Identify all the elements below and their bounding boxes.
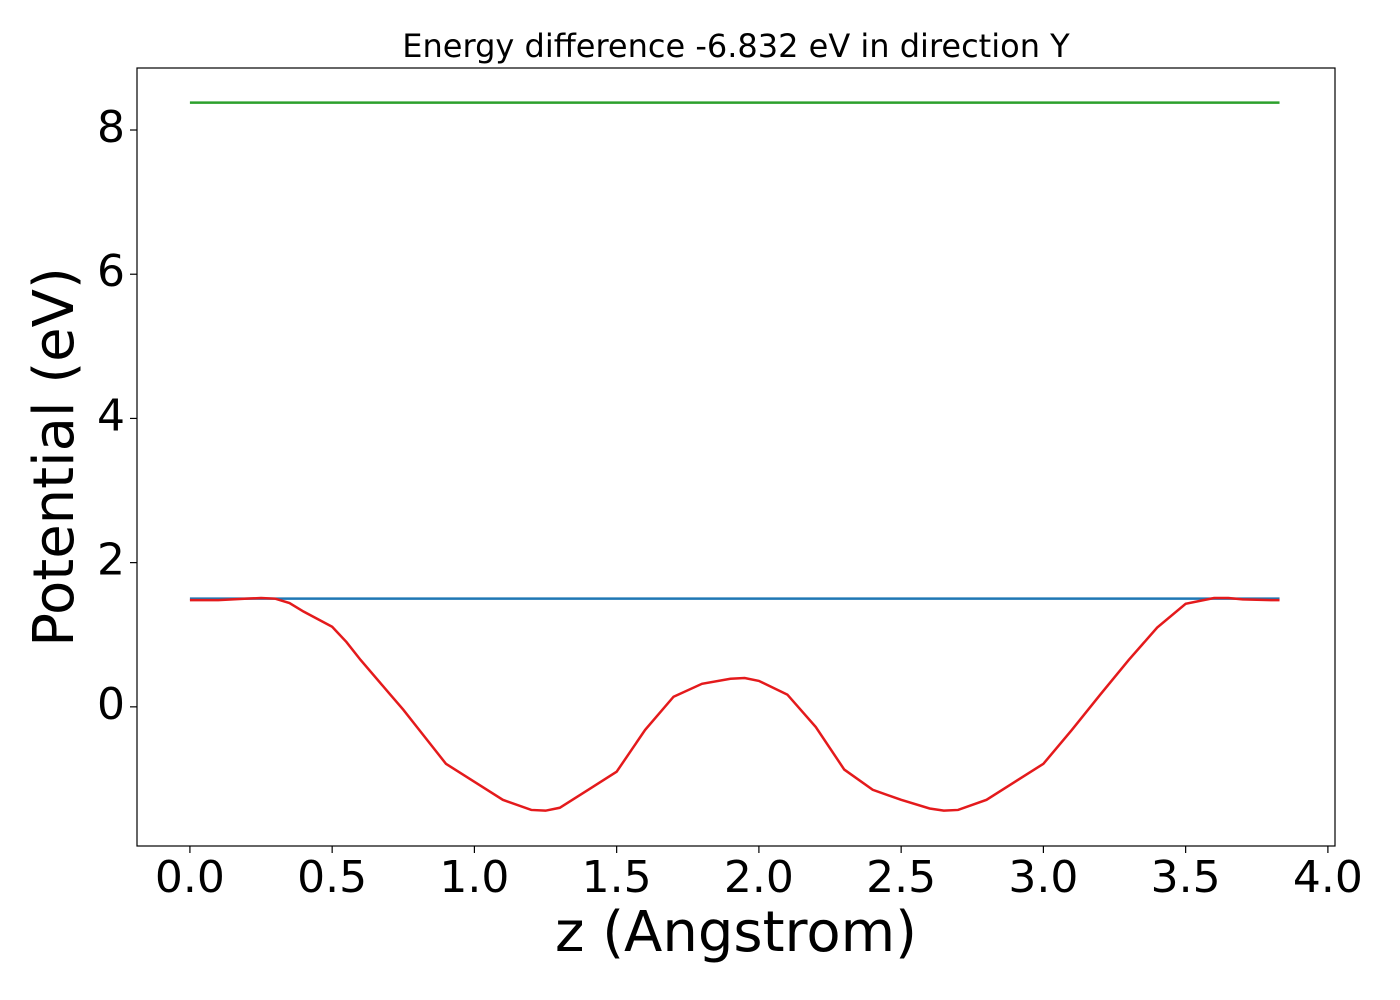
x-tick-label: 3.0 bbox=[1008, 852, 1078, 903]
x-tick-label: 2.5 bbox=[866, 852, 936, 903]
y-tick-label: 2 bbox=[97, 535, 125, 586]
series-line bbox=[189, 596, 1280, 812]
x-tick-label: 2.0 bbox=[724, 852, 794, 903]
x-tick-label: 1.5 bbox=[582, 852, 652, 903]
y-axis-label: Potential (eV) bbox=[22, 267, 87, 647]
plot-frame bbox=[136, 67, 1336, 847]
y-tick-label: 6 bbox=[97, 246, 125, 297]
x-axis-label: z (Angstrom) bbox=[555, 900, 917, 965]
y-tick-label: 8 bbox=[97, 102, 125, 153]
x-tick-label: 4.0 bbox=[1293, 852, 1363, 903]
y-tick-label: 0 bbox=[97, 679, 125, 730]
x-tick-label: 0.0 bbox=[155, 852, 225, 903]
x-tick-label: 3.5 bbox=[1151, 852, 1221, 903]
y-tick-label: 4 bbox=[97, 390, 125, 441]
chart-title: Energy difference -6.832 eV in direction… bbox=[402, 27, 1070, 65]
x-tick-label: 1.0 bbox=[439, 852, 509, 903]
x-tick-label: 0.5 bbox=[297, 852, 367, 903]
